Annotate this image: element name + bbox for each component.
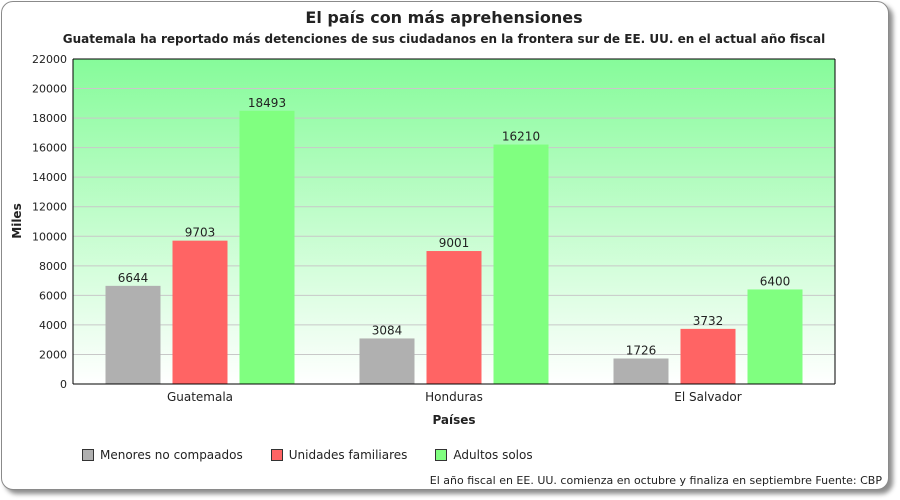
legend-swatch-adultos (435, 449, 448, 461)
y-tick-label: 12000 (32, 201, 67, 214)
bar[interactable] (680, 328, 736, 384)
bar-value-label: 18493 (248, 96, 286, 110)
legend-label: Unidades familiares (288, 448, 408, 462)
y-tick-label: 22000 (32, 53, 67, 66)
x-axis-label: Países (432, 413, 475, 427)
legend-item[interactable]: Menores no compaados (82, 448, 243, 462)
bar-value-label: 9001 (439, 236, 470, 250)
chart-subtitle: Guatemala ha reportado más detenciones d… (62, 32, 826, 46)
bar[interactable] (426, 251, 482, 384)
y-axis-label: Miles (10, 203, 24, 238)
legend-item[interactable]: Unidades familiares (270, 448, 408, 462)
bar[interactable] (172, 240, 228, 384)
y-tick-label: 18000 (32, 112, 67, 125)
x-tick-label: Honduras (425, 390, 483, 404)
legend-label: Menores no compaados (100, 448, 243, 462)
legend-swatch-menores (82, 449, 94, 461)
y-tick-label: 20000 (32, 83, 67, 96)
chart-title: El país con más aprehensiones (305, 8, 583, 27)
y-tick-label: 14000 (32, 171, 67, 184)
bar[interactable] (747, 289, 803, 384)
bar-value-label: 3732 (693, 314, 724, 328)
y-tick-label: 0 (60, 378, 67, 391)
legend-item[interactable]: Adultos solos (435, 448, 533, 462)
bar[interactable] (239, 110, 295, 384)
bar[interactable] (493, 144, 549, 384)
y-tick-label: 6000 (39, 289, 67, 302)
bar-value-label: 16210 (502, 130, 540, 144)
bar-value-label: 6400 (760, 274, 791, 288)
bar[interactable] (105, 285, 161, 384)
x-tick-label: Guatemala (167, 390, 233, 404)
bar-value-label: 9703 (185, 226, 216, 240)
bar[interactable] (359, 338, 415, 384)
y-tick-label: 16000 (32, 142, 67, 155)
y-tick-label: 10000 (32, 230, 67, 243)
bar[interactable] (613, 358, 669, 384)
bar-value-label: 3084 (372, 323, 403, 337)
bar-value-label: 1726 (626, 344, 657, 358)
footnote: El año fiscal en EE. UU. comienza en oct… (429, 474, 882, 487)
x-tick-label: El Salvador (674, 390, 741, 404)
y-tick-label: 2000 (39, 348, 67, 361)
legend-swatch-unidades (270, 449, 283, 461)
bar-value-label: 6644 (118, 271, 149, 285)
legend-label: Adultos solos (453, 448, 533, 462)
y-tick-label: 4000 (39, 319, 67, 332)
y-tick-label: 8000 (39, 260, 67, 273)
legend: Menores no compaados Unidades familiares… (82, 448, 533, 462)
